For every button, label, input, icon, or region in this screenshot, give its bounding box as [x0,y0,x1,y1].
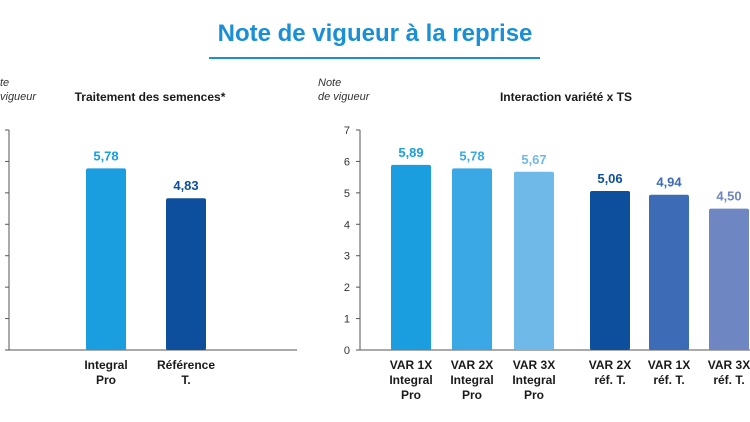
y-tick-label: 6 [344,156,350,168]
data-label: 5,67 [521,152,546,167]
bar [590,190,630,350]
category-label: Référence [157,358,215,372]
category-label: réf. T. [713,373,744,387]
category-label: VAR 1X [390,358,432,372]
y-axis-title: vigueur [0,91,37,103]
category-label: VAR 2X [589,358,631,372]
category-label: Integral [450,373,493,387]
y-tick-label: 4 [344,219,350,231]
bar [391,164,431,350]
bar [452,168,492,350]
category-label: réf. T. [653,373,684,387]
data-label: 5,06 [597,171,622,186]
category-label: réf. T. [594,373,625,387]
title-underline [209,57,540,59]
bar [649,194,689,350]
category-label: Integral [84,358,127,372]
category-label: Integral [512,373,555,387]
category-label: VAR 2X [451,358,493,372]
data-label: 5,78 [459,148,484,163]
data-label: 5,78 [93,148,118,163]
bar [514,171,554,350]
category-label: T. [181,373,190,387]
bar [86,168,126,350]
bar [166,198,206,350]
data-label: 5,89 [398,145,423,160]
category-label: Pro [96,373,116,387]
category-label: Pro [462,388,482,402]
category-label: VAR 1X [648,358,690,372]
chart-title: Traitement des semences* [75,90,226,104]
data-label: 4,50 [716,189,741,204]
y-tick-label: 1 [344,314,350,326]
chart-title: Interaction variété x TS [500,90,632,104]
y-tick-label: 2 [344,282,350,294]
y-axis-title: de vigueur [318,91,371,103]
category-label: VAR 3X [708,358,750,372]
category-label: Pro [401,388,421,402]
y-tick-label: 5 [344,188,350,200]
category-label: Integral [389,373,432,387]
y-axis-title: Note [318,77,341,89]
data-label: 4,83 [173,178,198,193]
y-tick-label: 3 [344,251,350,263]
bar [709,208,749,350]
y-tick-label: 0 [344,345,350,357]
y-tick-label: 7 [344,125,350,137]
y-axis-title: te [0,77,9,89]
page-title: Note de vigueur à la reprise [217,20,533,47]
data-label: 4,94 [656,175,682,190]
category-label: Pro [524,388,544,402]
category-label: VAR 3X [513,358,555,372]
